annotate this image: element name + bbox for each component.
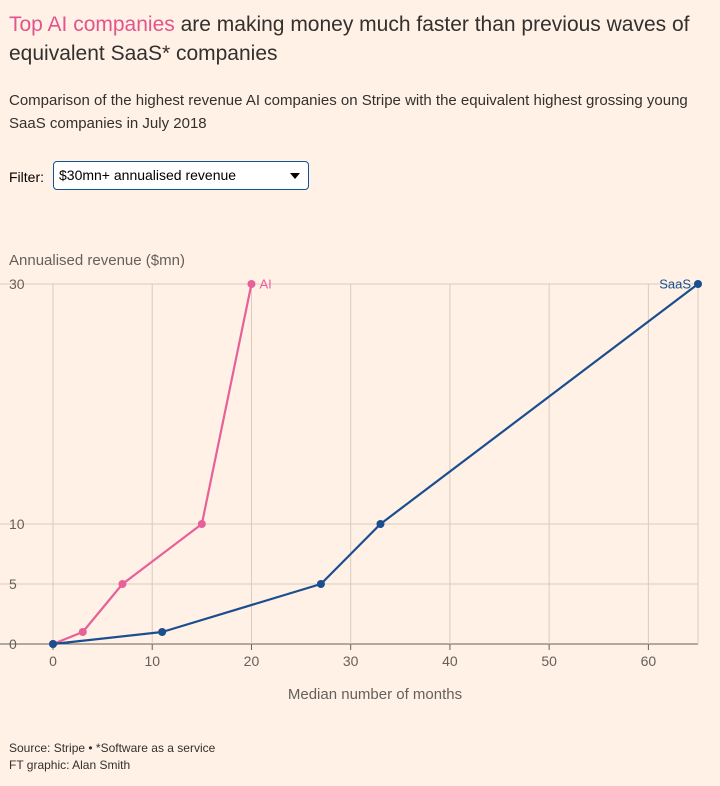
data-point-saas [49, 640, 57, 648]
filter-label: Filter: [9, 169, 44, 185]
y-axis-label: Annualised revenue ($mn) [9, 252, 185, 269]
source-note: Source: Stripe • *Software as a service [9, 741, 216, 755]
data-point-ai [197, 520, 206, 528]
chart-footer: Source: Stripe • *Software as a service … [9, 740, 215, 774]
x-tick-label: 50 [541, 653, 557, 669]
chart-subtitle: Comparison of the highest revenue AI com… [9, 92, 688, 132]
graphic-credit: FT graphic: Alan Smith [9, 758, 131, 772]
x-tick-label: 10 [144, 653, 160, 669]
x-axis-label: Median number of months [288, 686, 462, 703]
grid-lines [0, 283, 699, 645]
series-label-ai: AI [259, 277, 271, 292]
data-point-saas [158, 628, 167, 636]
data-point-saas [694, 280, 702, 288]
data-point-saas [376, 520, 385, 528]
filter-select[interactable]: $30mn+ annualised revenue [53, 161, 309, 190]
y-tick-label: 30 [9, 276, 25, 292]
series-layer: AI SaaS [49, 277, 702, 648]
x-tick-label: 40 [442, 653, 458, 669]
title-highlight: Top AI companies [9, 13, 175, 36]
y-tick-label: 10 [9, 516, 25, 532]
y-tick-label: 5 [9, 576, 17, 592]
x-tick-label: 60 [641, 653, 657, 669]
chevron-down-icon [290, 173, 300, 179]
data-point-ai [247, 280, 256, 288]
x-tick-label: 20 [244, 653, 260, 669]
chart-title: Top AI companies are making money much f… [9, 10, 709, 68]
series-line-saas [52, 283, 699, 646]
y-tick-label: 0 [9, 636, 17, 652]
data-point-saas [316, 580, 325, 588]
series-label-saas: SaaS [659, 277, 691, 292]
title-rest: are making money much faster than previo… [9, 13, 690, 65]
data-point-ai [78, 628, 87, 636]
filter-selected-value: $30mn+ annualised revenue [59, 167, 237, 183]
x-tick-label: 0 [49, 653, 57, 669]
data-point-ai [118, 580, 127, 588]
axis-ticks: 0 5 10 30 0 10 20 30 40 50 60 [9, 276, 656, 669]
x-tick-label: 30 [343, 653, 359, 669]
